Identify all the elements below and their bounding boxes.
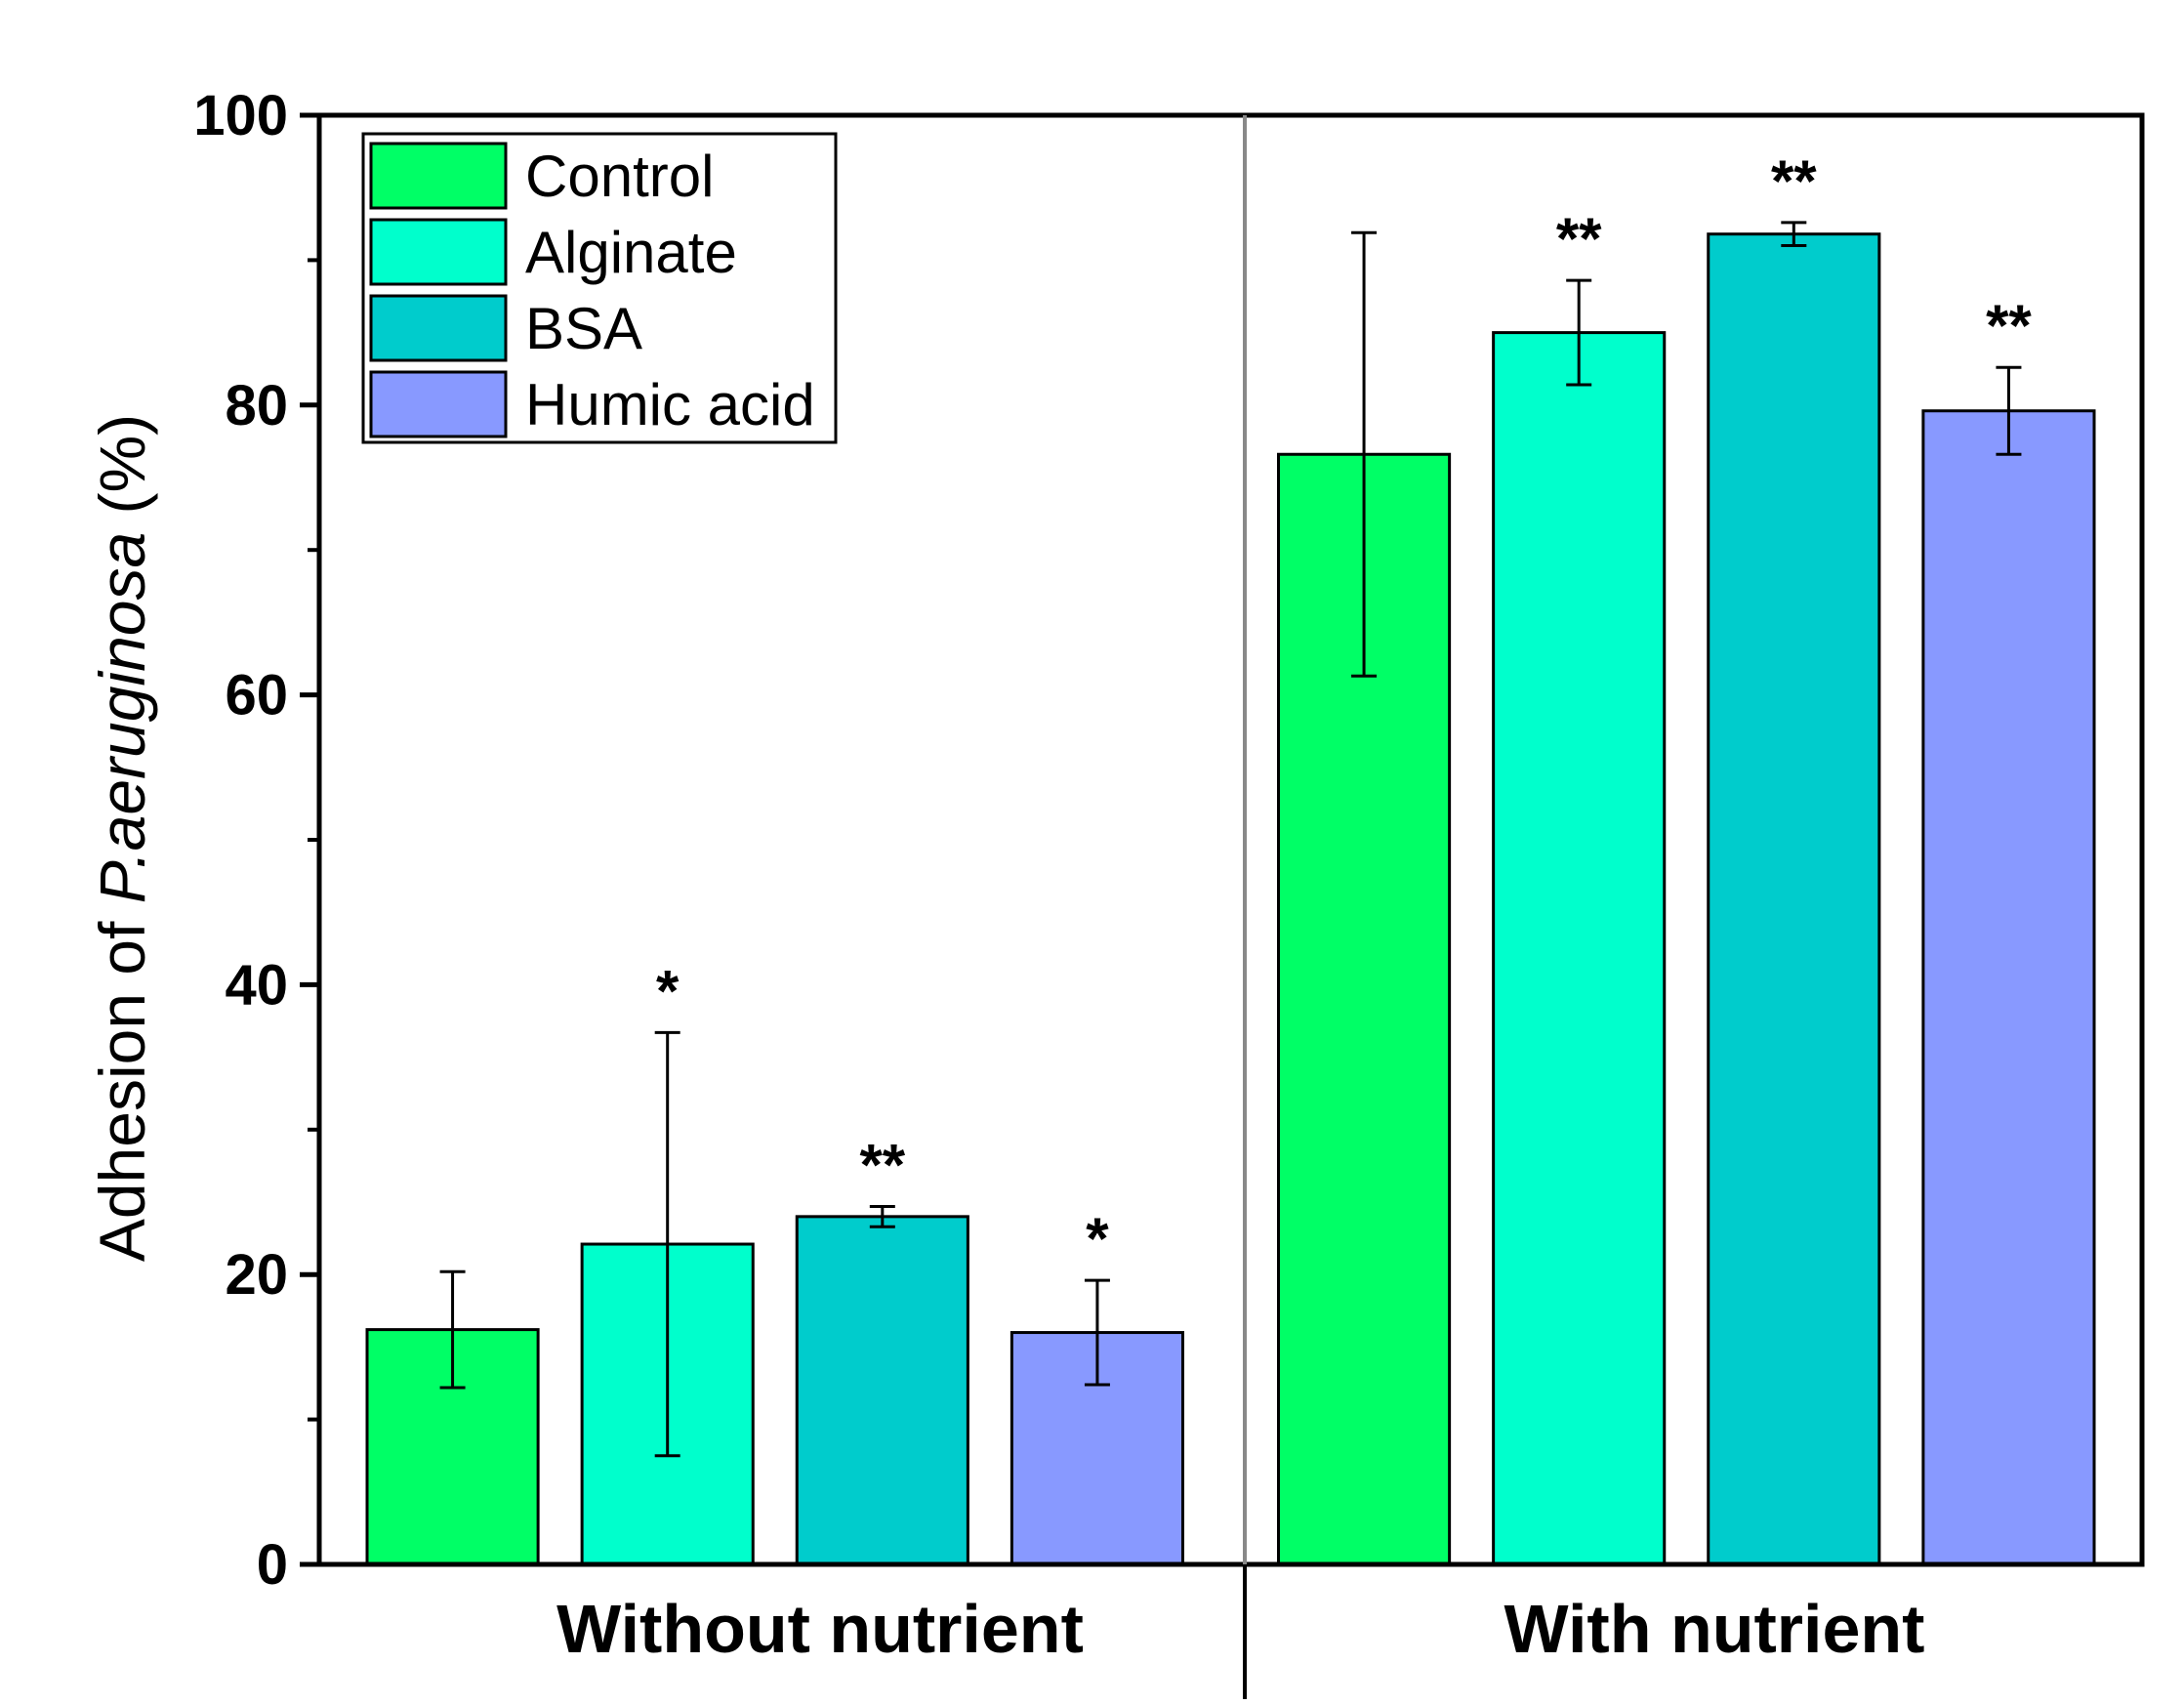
legend-label: BSA [525, 296, 642, 361]
significance-marker: * [1086, 1206, 1109, 1271]
y-tick-label: 20 [225, 1243, 288, 1307]
y-tick-label: 100 [193, 84, 288, 147]
legend-label: Humic acid [525, 372, 815, 437]
significance-marker: ** [1986, 293, 2032, 358]
legend-swatch [369, 218, 508, 286]
legend: Control Alginate BSA Humic acid [361, 132, 838, 444]
legend-label: Control [525, 144, 714, 209]
legend-label: Alginate [525, 220, 737, 285]
bar [1492, 331, 1667, 1566]
group-label-with-nutrient: With nutrient [1504, 1591, 1925, 1667]
significance-marker: ** [1556, 206, 1602, 271]
y-axis-label: Adhesion of P.aeruginosa (%) [86, 414, 158, 1262]
bar [795, 1215, 969, 1566]
y-tick-label: 80 [225, 374, 288, 437]
significance-marker: * [656, 958, 680, 1023]
bar [1921, 409, 2096, 1566]
y-tick-label: 60 [225, 664, 288, 728]
y-tick-label: 0 [257, 1533, 288, 1597]
significance-marker: ** [859, 1132, 905, 1197]
y-tick-label: 40 [225, 953, 288, 1017]
legend-swatch [369, 294, 508, 362]
significance-marker: ** [1771, 148, 1817, 214]
bar [1707, 232, 1881, 1566]
group-label-without-nutrient: Without nutrient [556, 1591, 1084, 1667]
legend-swatch [369, 370, 508, 438]
legend-swatch [369, 142, 508, 210]
plot-frame [316, 112, 2145, 1567]
